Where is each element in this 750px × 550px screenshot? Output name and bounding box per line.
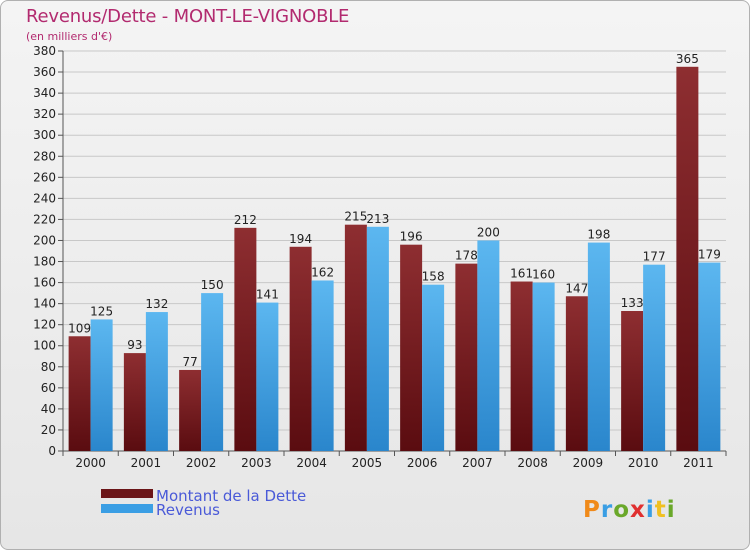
y-tick-label: 100: [33, 339, 56, 353]
x-tick-label: 2001: [131, 456, 162, 470]
x-tick-label: 2005: [352, 456, 383, 470]
y-tick-label: 300: [33, 128, 56, 142]
y-tick-label: 200: [33, 233, 56, 247]
x-tick-label: 2002: [186, 456, 217, 470]
data-label: 132: [145, 297, 168, 311]
y-tick-label: 80: [41, 360, 56, 374]
data-label: 215: [344, 210, 367, 224]
data-label: 200: [477, 225, 500, 239]
bar-layer: [68, 66, 721, 451]
grid-layer: [63, 50, 726, 431]
chart-title: Revenus/Dette - MONT-LE-VIGNOBLE: [26, 6, 350, 27]
data-label: 77: [182, 355, 197, 369]
y-tick-label: 160: [33, 276, 56, 290]
data-label: 133: [621, 296, 644, 310]
x-tick-label: 2000: [75, 456, 106, 470]
x-tick-label: 2006: [407, 456, 438, 470]
data-label: 179: [698, 248, 721, 262]
x-tick-label: 2010: [628, 456, 659, 470]
x-tick-label: 2004: [296, 456, 327, 470]
bar-revenus: [587, 242, 610, 451]
bar-debt: [455, 263, 478, 451]
data-label: 177: [643, 250, 666, 264]
y-tick-label: 380: [33, 44, 56, 58]
y-tick-label: 340: [33, 86, 56, 100]
y-tick-label: 240: [33, 191, 56, 205]
chart-subtitle: (en milliers d'€): [26, 30, 113, 43]
bar-debt: [565, 296, 588, 451]
bar-revenus: [90, 319, 113, 451]
bar-debt: [621, 311, 644, 451]
bar-revenus: [477, 240, 500, 451]
data-label: 93: [127, 338, 142, 352]
bar-revenus: [532, 282, 555, 451]
bar-revenus: [366, 226, 389, 451]
data-label: 198: [587, 228, 610, 242]
y-tick-label: 260: [33, 170, 56, 184]
legend-swatch-debt: [101, 489, 153, 498]
legend-label-debt: Montant de la Dette: [156, 487, 306, 505]
proxiti-logo: Proxiti: [583, 497, 676, 523]
data-label: 109: [68, 321, 91, 335]
data-label: 213: [366, 212, 389, 226]
data-label: 212: [234, 213, 257, 227]
bar-debt: [344, 224, 367, 451]
bar-debt: [68, 336, 91, 451]
axis-layer: 0 20 40 60 80 100 120 140 160 180 200 220 240 260 280 3…: [33, 44, 727, 470]
y-tick-label: 140: [33, 297, 56, 311]
data-label: 150: [201, 278, 224, 292]
bar-debt: [179, 369, 202, 451]
y-tick-label: 320: [33, 107, 56, 121]
bar-debt: [676, 66, 699, 451]
bar-revenus: [698, 262, 721, 451]
x-tick-label: 2009: [573, 456, 604, 470]
y-tick-label: 20: [41, 423, 56, 437]
bar-debt: [123, 353, 146, 451]
data-label: 147: [565, 281, 588, 295]
legend-label-revenus: Revenus: [156, 501, 220, 519]
bar-revenus: [422, 284, 445, 451]
proxiti-logo-text: Proxiti: [583, 497, 676, 523]
bar-revenus: [145, 312, 168, 451]
y-tick-label: 180: [33, 255, 56, 269]
data-label: 194: [289, 232, 312, 246]
bar-debt: [510, 281, 533, 451]
data-label: 161: [510, 267, 533, 281]
x-tick-label: 2008: [517, 456, 548, 470]
bar-revenus: [311, 280, 334, 451]
data-label: 178: [455, 249, 478, 263]
bar-revenus: [201, 293, 224, 451]
bar-debt: [289, 246, 312, 451]
data-label: 141: [256, 288, 279, 302]
bar-debt: [234, 227, 257, 451]
bar-revenus: [643, 264, 666, 451]
data-label: 162: [311, 265, 334, 279]
data-label: 365: [676, 52, 699, 66]
x-tick-label: 2007: [462, 456, 493, 470]
y-tick-label: 40: [41, 402, 56, 416]
y-tick-label: 360: [33, 65, 56, 79]
data-label: 158: [422, 270, 445, 284]
y-tick-label: 0: [48, 444, 56, 458]
bar-revenus: [256, 302, 279, 451]
bar-debt: [400, 244, 423, 451]
data-label: 160: [532, 268, 555, 282]
y-tick-label: 220: [33, 212, 56, 226]
x-tick-label: 2003: [241, 456, 272, 470]
data-label: 125: [90, 304, 113, 318]
legend: Montant de la Dette Revenus: [101, 487, 306, 519]
x-tick-label: 2011: [683, 456, 714, 470]
y-tick-label: 60: [41, 381, 56, 395]
y-tick-label: 280: [33, 149, 56, 163]
legend-swatch-revenus: [101, 504, 153, 513]
y-tick-label: 120: [33, 318, 56, 332]
label-layer: 109 125 93 132 77 150 212 141 194 162 215 213 196 158…: [68, 52, 721, 369]
data-label: 196: [400, 230, 423, 244]
